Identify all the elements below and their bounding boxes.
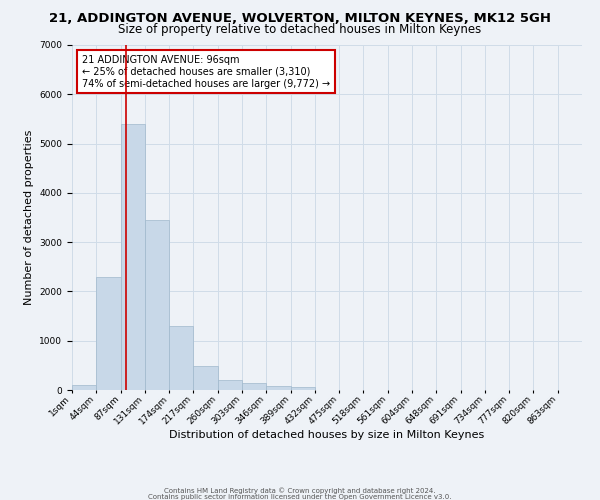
Y-axis label: Number of detached properties: Number of detached properties	[24, 130, 34, 305]
Bar	[218, 380, 242, 390]
Text: Size of property relative to detached houses in Milton Keynes: Size of property relative to detached ho…	[118, 22, 482, 36]
Bar	[266, 386, 290, 390]
Bar	[290, 387, 315, 390]
Bar	[145, 220, 169, 390]
Bar	[121, 124, 145, 390]
Text: Contains HM Land Registry data © Crown copyright and database right 2024.: Contains HM Land Registry data © Crown c…	[164, 488, 436, 494]
Text: 21, ADDINGTON AVENUE, WOLVERTON, MILTON KEYNES, MK12 5GH: 21, ADDINGTON AVENUE, WOLVERTON, MILTON …	[49, 12, 551, 26]
X-axis label: Distribution of detached houses by size in Milton Keynes: Distribution of detached houses by size …	[169, 430, 485, 440]
Bar	[193, 366, 218, 390]
Text: 21 ADDINGTON AVENUE: 96sqm
← 25% of detached houses are smaller (3,310)
74% of s: 21 ADDINGTON AVENUE: 96sqm ← 25% of deta…	[82, 56, 331, 88]
Bar	[72, 385, 96, 390]
Bar	[242, 382, 266, 390]
Bar	[96, 276, 121, 390]
Bar	[169, 326, 193, 390]
Text: Contains public sector information licensed under the Open Government Licence v3: Contains public sector information licen…	[148, 494, 452, 500]
